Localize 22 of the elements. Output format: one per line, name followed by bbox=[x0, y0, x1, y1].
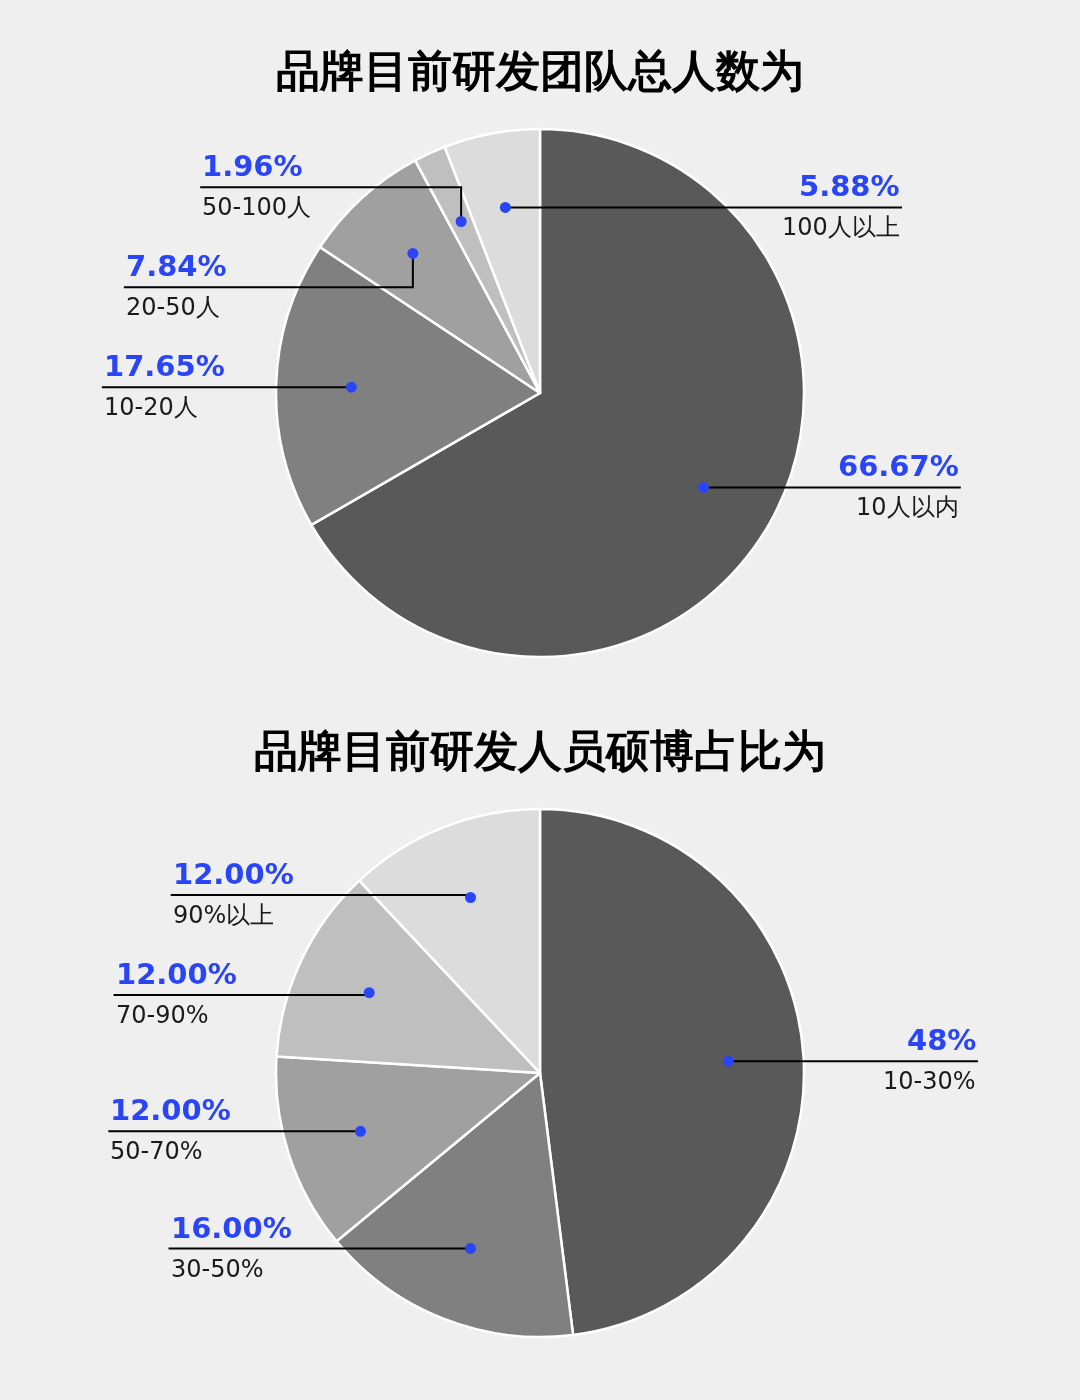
chart-title: 品牌目前研发人员硕博占比为 bbox=[254, 725, 826, 776]
data-label: 12.00% bbox=[116, 957, 237, 991]
slice-label: 70-90% bbox=[116, 1001, 209, 1029]
slice-label: 50-70% bbox=[110, 1137, 203, 1165]
data-label: 1.96% bbox=[202, 149, 303, 183]
data-label: 17.65% bbox=[104, 349, 225, 383]
slice-label: 10-30% bbox=[883, 1067, 976, 1095]
data-label: 66.67% bbox=[838, 449, 959, 483]
slice-label: 20-50人 bbox=[126, 293, 220, 321]
data-label: 48% bbox=[907, 1023, 977, 1057]
slice-label: 30-50% bbox=[171, 1255, 264, 1283]
chart-title: 品牌目前研发团队总人数为 bbox=[276, 45, 804, 96]
slice-label: 50-100人 bbox=[202, 193, 312, 221]
data-label: 12.00% bbox=[173, 857, 294, 891]
data-label: 7.84% bbox=[126, 249, 227, 283]
slice-label: 10人以内 bbox=[856, 493, 959, 521]
data-label: 16.00% bbox=[171, 1211, 292, 1245]
slice-label: 90%以上 bbox=[173, 901, 275, 929]
slice-label: 10-20人 bbox=[104, 393, 198, 421]
data-label: 5.88% bbox=[799, 169, 900, 203]
data-label: 12.00% bbox=[110, 1093, 231, 1127]
slice-label: 100人以上 bbox=[782, 213, 900, 241]
